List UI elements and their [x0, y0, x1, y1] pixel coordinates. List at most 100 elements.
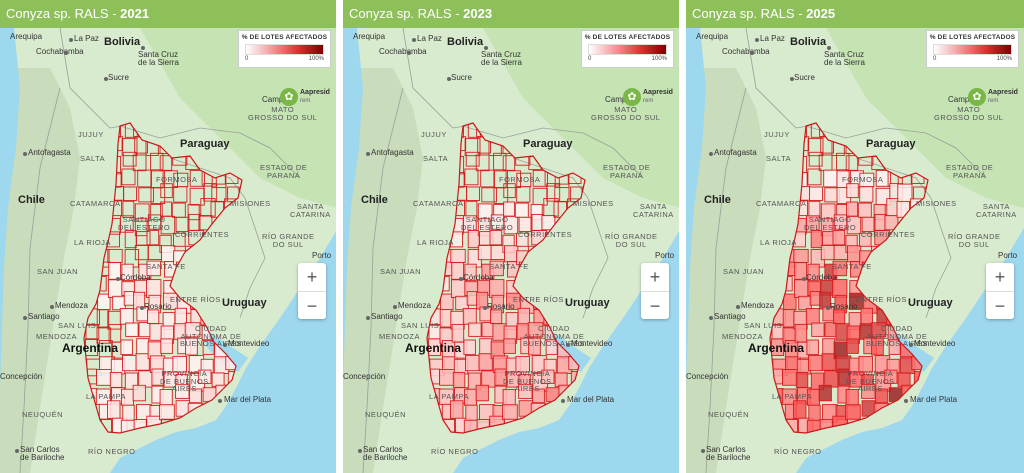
label-paraguay: Paraguay: [866, 138, 916, 150]
country-border: [19, 87, 61, 473]
department: [847, 245, 862, 263]
country-border: [119, 125, 301, 179]
city-marker-sucre: [790, 77, 794, 81]
city-marker-bariloche: [701, 449, 705, 453]
department: [832, 229, 846, 246]
label-catamarca: CATAMARCA: [70, 199, 121, 208]
label-mendoza: MENDOZA: [379, 332, 420, 341]
zoom-control: + −: [986, 263, 1014, 319]
department: [503, 201, 516, 217]
department: [502, 404, 518, 421]
department: [462, 308, 477, 325]
city-marker-la-paz: [69, 38, 73, 42]
label-porto: Porto: [998, 251, 1018, 260]
department: [150, 203, 163, 221]
label-jujuy: JUJUY: [421, 130, 447, 139]
department: [859, 186, 874, 203]
zoom-out-button[interactable]: −: [306, 296, 318, 316]
aapresid-logo: ✿ Aapresid rem: [280, 87, 330, 109]
department: [494, 368, 507, 386]
label-santiago-estero: SANTIAGO DEL ESTERO: [804, 215, 857, 232]
label-concepcion: Concepción: [343, 372, 386, 381]
label-provincia-ba: PROVINCIA DE BUENOS AIRES: [846, 369, 895, 393]
department: [782, 369, 798, 386]
country-border: [582, 197, 609, 319]
department: [121, 263, 134, 281]
department: [138, 187, 154, 203]
label-ciudad-ba: CIUDAD AUTÓNOMA DE BUENOS AIRES: [523, 324, 585, 348]
label-chile: Chile: [704, 194, 731, 206]
department: [832, 260, 847, 277]
department: [107, 248, 123, 263]
label-rio-grande: RÍO GRANDE DO SUL: [948, 232, 1001, 249]
zoom-in-button[interactable]: +: [986, 263, 1014, 292]
label-bolivia: Bolivia: [104, 36, 141, 48]
department: [121, 168, 136, 186]
label-catamarca: CATAMARCA: [413, 199, 464, 208]
department: [123, 186, 137, 201]
legend-max: 100%: [651, 56, 667, 62]
department: [489, 260, 504, 277]
department: [807, 168, 822, 186]
label-santa-catarina: SANTA CATARINA: [633, 202, 674, 219]
department: [146, 260, 161, 277]
department: [122, 200, 135, 218]
department: [493, 187, 509, 204]
department: [518, 384, 533, 399]
label-salta: SALTA: [80, 154, 106, 163]
department: [85, 324, 100, 340]
department: [451, 262, 465, 280]
label-ciudad-ba: CIUDAD AUTÓNOMA DE BUENOS AIRES: [180, 324, 242, 348]
city-marker-la-paz: [412, 38, 416, 42]
department: [861, 216, 875, 232]
department: [200, 198, 216, 217]
department: [888, 339, 901, 355]
department: [188, 213, 201, 231]
green-lowlands: [826, 28, 1024, 208]
zoom-out-button[interactable]: −: [994, 296, 1006, 316]
department: [107, 400, 121, 419]
department: [807, 263, 820, 281]
label-antofagasta: Antofagasta: [28, 148, 71, 157]
department: [452, 371, 466, 388]
label-cordoba: Córdoba: [463, 273, 494, 282]
zoom-in-button[interactable]: +: [298, 263, 326, 292]
department: [136, 338, 150, 355]
department: [782, 309, 796, 328]
label-rio-grande: RÍO GRANDE DO SUL: [262, 232, 315, 249]
label-montevideo: Montevideo: [228, 339, 270, 348]
label-bariloche: San Carlos de Bariloche: [363, 445, 408, 462]
department: [818, 154, 833, 172]
department: [811, 322, 825, 337]
country-border: [925, 197, 952, 319]
department: [146, 229, 160, 246]
aapresid-logo: ✿ Aapresid rem: [968, 87, 1018, 109]
department: [502, 155, 516, 171]
city-marker-cochabamba: [64, 51, 68, 55]
map-canvas[interactable]: [0, 28, 336, 473]
label-san-juan: SAN JUAN: [380, 267, 422, 276]
department: [875, 169, 891, 187]
label-san-luis: SAN LUIS: [744, 321, 783, 330]
label-rosario: Rosario: [830, 302, 858, 311]
department: [824, 370, 840, 388]
pacific-ocean: [0, 28, 20, 473]
label-campo: Campo: [262, 95, 288, 104]
department: [146, 279, 162, 298]
city-marker-mar-del-plata: [561, 399, 565, 403]
city-marker-mar-del-plata: [904, 399, 908, 403]
map-canvas[interactable]: [343, 28, 679, 473]
zoom-out-button[interactable]: −: [649, 296, 661, 316]
map-canvas[interactable]: [686, 28, 1024, 473]
label-ciudad-ba: CIUDAD AUTÓNOMA DE BUENOS AIRES: [866, 324, 928, 348]
department: [160, 215, 176, 235]
department: [846, 338, 859, 354]
department: [198, 215, 213, 231]
department: [808, 151, 823, 167]
rio-de-la-plata: [547, 328, 591, 372]
department: [175, 384, 190, 399]
zoom-in-button[interactable]: +: [641, 263, 669, 292]
label-la-rioja: LA RIOJA: [760, 238, 797, 247]
legend-title: % DE LOTES AFECTADOS: [584, 34, 671, 41]
department: [477, 245, 492, 261]
